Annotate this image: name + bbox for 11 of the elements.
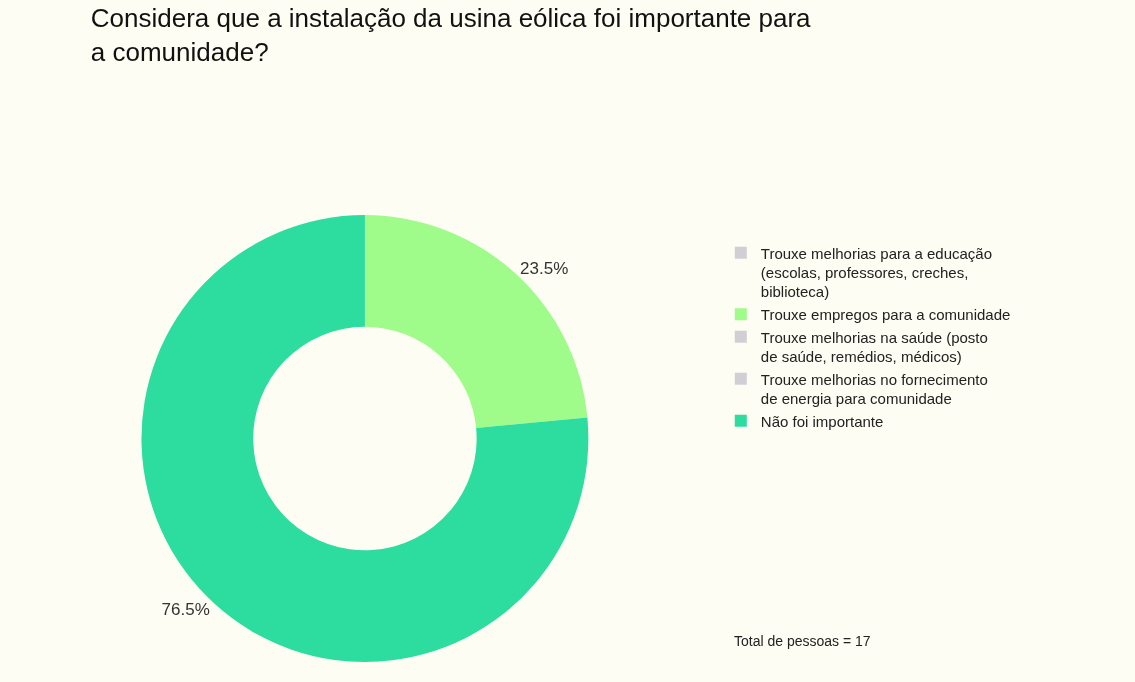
data-label: 76.5% xyxy=(161,599,210,619)
legend-label: Trouxe melhorias na saúde (posto de saúde, remédios, médicos) xyxy=(760,328,988,365)
chart-title: Considera que a instalação da usina eólica foi importante para a comunidade? xyxy=(90,3,812,68)
donut-slice xyxy=(141,215,589,662)
legend-label: Trouxe melhorias no fornecimento de energia para comunidade xyxy=(760,370,988,407)
text: Total de pessoas = 17 xyxy=(734,633,871,649)
legend-label: Trouxe melhorias para a educação (escolas, professores, creches, biblioteca) xyxy=(760,244,993,301)
data-label: 23.5% xyxy=(520,258,569,278)
legend-label: Trouxe empregos para a comunidade xyxy=(760,306,1011,323)
donut-slice xyxy=(364,215,588,429)
legend-label: Não foi importante xyxy=(760,412,884,430)
